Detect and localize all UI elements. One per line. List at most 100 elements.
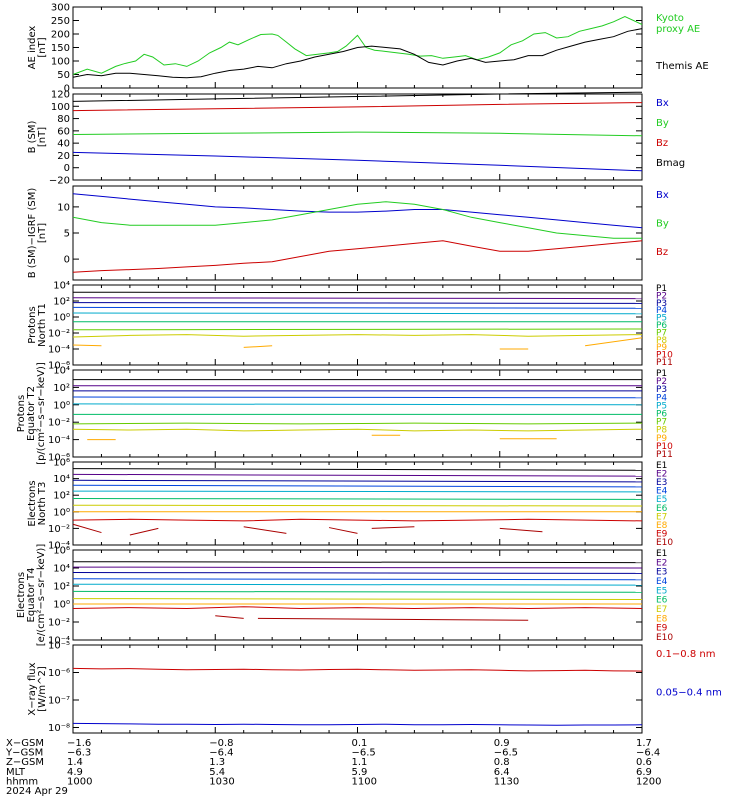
y-tick-label: 10⁻⁴ bbox=[48, 636, 70, 647]
y-axis-label: North T1 bbox=[37, 303, 48, 347]
y-tick-label: 10⁻² bbox=[48, 524, 70, 535]
footer-row-label: hhmm bbox=[6, 776, 38, 787]
series-line bbox=[72, 504, 643, 507]
legend-entry: 0.05−0.4 nm bbox=[656, 687, 722, 698]
legend-entry: Bx bbox=[656, 98, 669, 109]
y-tick-label: 10⁴ bbox=[53, 281, 70, 292]
legend-entry: E9 bbox=[656, 624, 668, 634]
series-line bbox=[72, 302, 643, 304]
legend-entry: E5 bbox=[656, 586, 667, 596]
y-tick-label: 100 bbox=[51, 57, 70, 68]
footer-value: 1100 bbox=[352, 776, 377, 787]
y-axis-label: Equator T2 bbox=[26, 386, 37, 441]
series-line bbox=[72, 328, 643, 331]
y-tick-label: 10⁻² bbox=[48, 418, 70, 429]
legend-entry: P8 bbox=[656, 426, 667, 436]
y-tick-label: 10⁻⁴ bbox=[48, 345, 70, 356]
series-line bbox=[72, 484, 643, 488]
legend-entry: E1 bbox=[656, 461, 667, 471]
y-axis-label: North T3 bbox=[37, 482, 48, 526]
footer-row-label: MLT bbox=[6, 767, 26, 778]
y-tick-label: 250 bbox=[51, 16, 70, 27]
panel-4: 10⁻⁶ 10⁻⁴ 10⁻² 10⁰ 10² 10⁴ Protons North T1 P1P2… bbox=[27, 281, 673, 372]
legend-entry: Bz bbox=[656, 138, 668, 149]
legend-entry: P3 bbox=[656, 385, 667, 395]
legend-entry: E7 bbox=[656, 605, 667, 615]
series-line-segment bbox=[585, 337, 643, 347]
panel-frame bbox=[72, 284, 643, 366]
series-line-segment bbox=[499, 527, 543, 533]
series-line bbox=[72, 566, 643, 569]
footer-value: 1000 bbox=[67, 776, 92, 787]
legend-entry: P11 bbox=[656, 358, 673, 368]
footer-value: −6.5 bbox=[494, 748, 518, 759]
y-tick-label: 10⁴ bbox=[53, 366, 70, 377]
footer-value: 5.4 bbox=[209, 767, 225, 778]
series-line bbox=[72, 473, 643, 477]
y-tick-label: 80 bbox=[57, 114, 70, 125]
legend-entry: E7 bbox=[656, 512, 667, 522]
legend-entry: P7 bbox=[656, 418, 667, 428]
series-line bbox=[72, 428, 643, 432]
y-tick-label: 10⁰ bbox=[53, 600, 70, 611]
y-tick-label: 10⁻² bbox=[48, 329, 70, 340]
legend-entry: Themis AE bbox=[655, 61, 709, 72]
legend-entry: E8 bbox=[656, 614, 668, 624]
y-tick-label: 10² bbox=[53, 582, 70, 593]
panel-frame bbox=[72, 644, 643, 734]
footer-value: 1200 bbox=[636, 776, 661, 787]
y-axis-label: X−ray flux bbox=[27, 662, 38, 715]
series-line-segment bbox=[129, 527, 159, 536]
y-axis-label: B (SM) bbox=[27, 120, 38, 153]
series-line-segment bbox=[257, 617, 529, 621]
y-tick-label: 10² bbox=[53, 491, 70, 502]
legend-entry: P3 bbox=[656, 299, 667, 309]
legend-entry: Bmag bbox=[656, 158, 685, 169]
legend-entry: P2 bbox=[656, 377, 667, 387]
footer-value: 0.8 bbox=[494, 757, 510, 768]
y-tick-label: 10⁻⁸ bbox=[48, 723, 70, 734]
series-line-segment bbox=[72, 344, 102, 347]
y-tick-label: 10⁶ bbox=[53, 458, 70, 469]
footer-value: −6.4 bbox=[209, 748, 233, 759]
y-tick-label: 120 bbox=[51, 90, 70, 101]
legend-entry: E5 bbox=[656, 495, 667, 505]
series-line-segment bbox=[371, 526, 415, 529]
footer-row-label: Y−GSM bbox=[5, 748, 43, 759]
legend-entry: P9 bbox=[656, 343, 667, 353]
y-tick-label: 0 bbox=[64, 255, 70, 266]
y-tick-label: 0 bbox=[64, 84, 70, 95]
series-line bbox=[72, 722, 643, 726]
series-line bbox=[72, 131, 643, 137]
series-line bbox=[72, 583, 643, 586]
footer-value: 1.7 bbox=[636, 738, 652, 749]
y-axis-label: Electrons bbox=[27, 480, 38, 526]
y-tick-label: 10⁻⁶ bbox=[48, 668, 70, 679]
footer-value: −1.6 bbox=[67, 738, 91, 749]
footer-value: 1.3 bbox=[209, 757, 225, 768]
y-tick-label: 10² bbox=[53, 383, 70, 394]
legend-entry: E6 bbox=[656, 504, 668, 514]
series-line bbox=[72, 312, 643, 315]
series-line bbox=[72, 468, 643, 471]
y-tick-label: 10² bbox=[53, 297, 70, 308]
series-line bbox=[72, 102, 643, 112]
y-axis-label: B (SM)−IGRF (SM) bbox=[27, 188, 38, 279]
legend-entry: E4 bbox=[656, 487, 668, 497]
y-tick-label: 150 bbox=[51, 43, 70, 54]
y-axis-label: [nT] bbox=[37, 127, 48, 147]
series-line bbox=[72, 403, 643, 406]
series-line-segment bbox=[243, 526, 287, 534]
legend-entry: Bz bbox=[656, 247, 668, 258]
y-tick-label: 10⁻⁴ bbox=[48, 435, 70, 446]
series-line bbox=[72, 498, 643, 500]
footer-value: −6.3 bbox=[67, 748, 91, 759]
series-line bbox=[72, 291, 643, 294]
footer-value: 6.9 bbox=[636, 767, 652, 778]
y-tick-label: 10⁻⁷ bbox=[48, 696, 70, 707]
footer-value: 6.4 bbox=[494, 767, 510, 778]
series-line-segment bbox=[215, 615, 244, 619]
series-line bbox=[72, 91, 643, 102]
footer-value: −0.8 bbox=[209, 738, 233, 749]
